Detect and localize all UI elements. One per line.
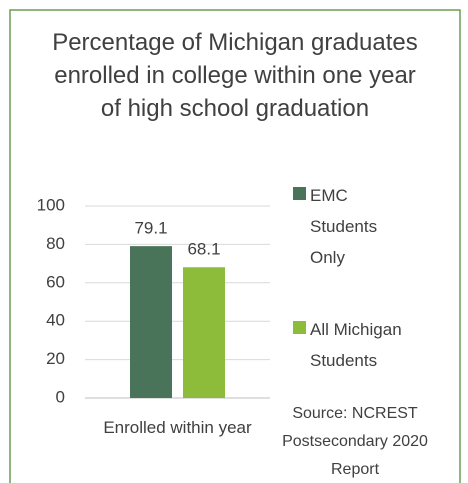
y-tick-label: 20 bbox=[46, 349, 65, 368]
legend-label: All Michigan Students bbox=[310, 320, 402, 370]
legend-label: EMC Students Only bbox=[310, 186, 378, 267]
annotation: Source: NCREST Postsecondary 2020 Report bbox=[282, 405, 428, 478]
y-tick-label: 0 bbox=[56, 387, 65, 406]
chart-title: Percentage of Michigan graduates enrolle… bbox=[52, 29, 418, 122]
y-tick-label: 80 bbox=[46, 234, 65, 253]
y-tick-label: 40 bbox=[46, 311, 65, 330]
data-label: 79.1 bbox=[134, 219, 167, 238]
legend-swatch bbox=[293, 187, 306, 200]
bar bbox=[130, 246, 172, 398]
y-tick-label: 100 bbox=[37, 195, 65, 214]
y-tick-label: 60 bbox=[46, 272, 65, 291]
x-tick-label: Enrolled within year bbox=[103, 418, 252, 437]
legend-swatch bbox=[293, 321, 306, 334]
data-label: 68.1 bbox=[187, 240, 220, 259]
bar bbox=[183, 267, 225, 398]
chart-border bbox=[9, 9, 461, 483]
